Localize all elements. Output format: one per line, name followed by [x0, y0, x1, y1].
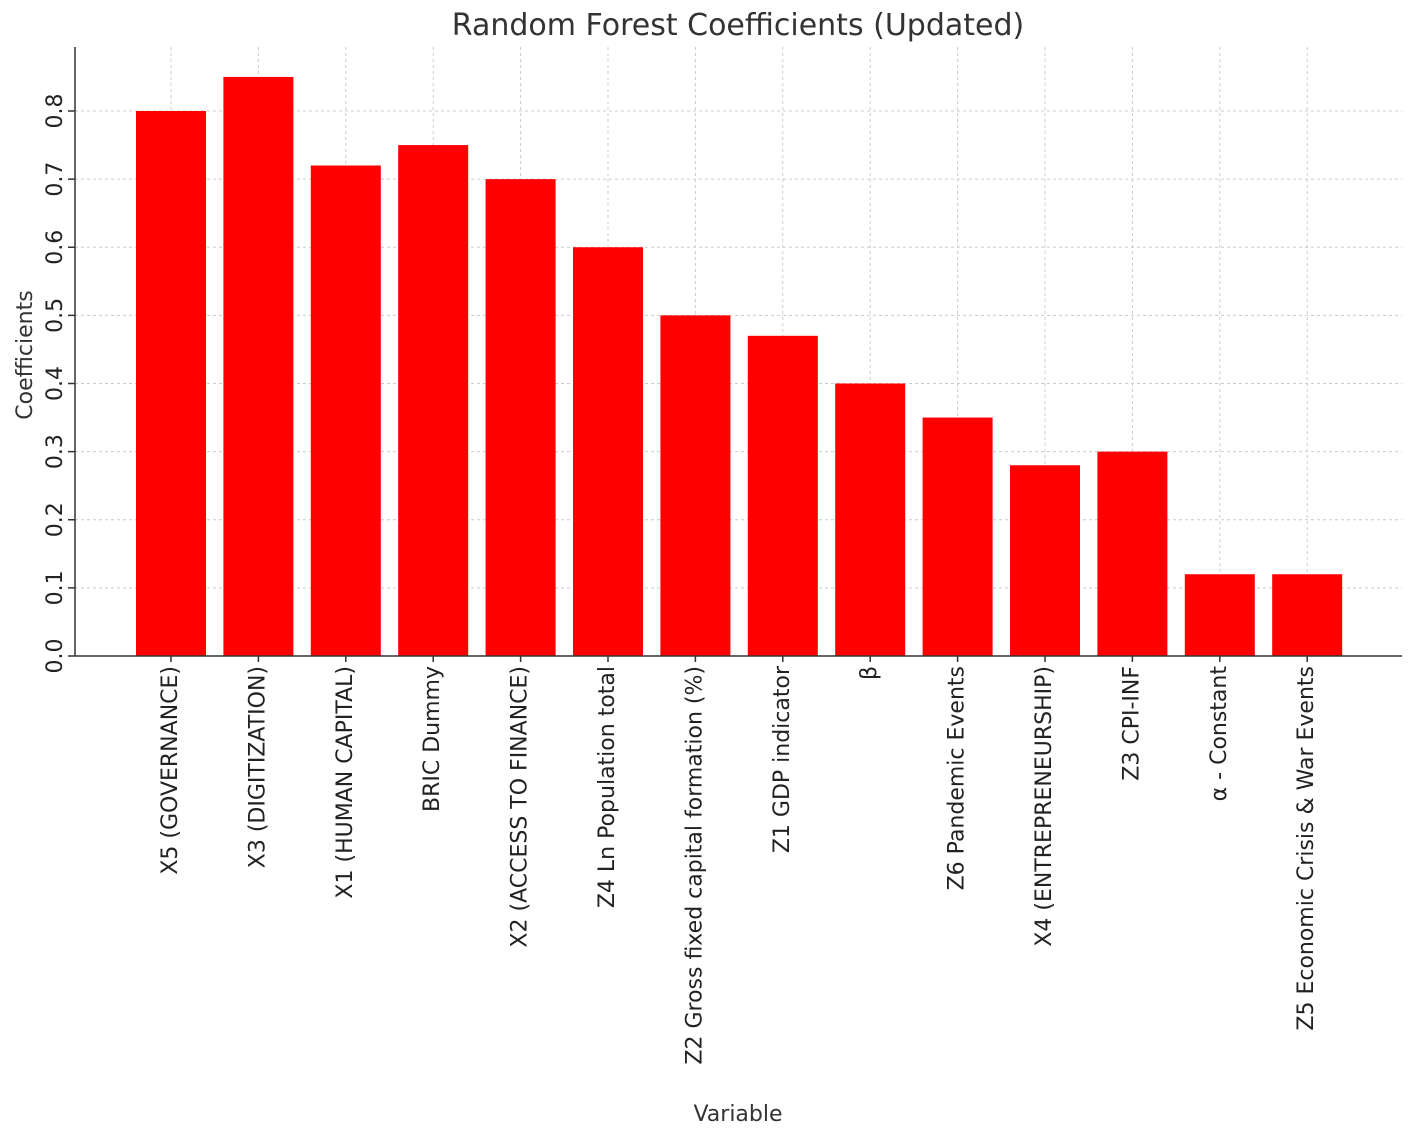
x-tick-label: X3 (DIGITIZATION) — [245, 666, 270, 868]
bars — [136, 76, 1343, 656]
y-tick-label: 0.1 — [43, 570, 68, 605]
x-tick-label: Z2 Gross fixed capital formation (%) — [682, 666, 707, 1065]
bar — [1010, 465, 1080, 656]
x-axis-label: Variable — [693, 1102, 782, 1127]
x-tick-label: β — [857, 666, 882, 680]
x-tick-label: Z4 Ln Population total — [595, 666, 620, 908]
bar — [573, 247, 643, 656]
x-tick-label: Z1 GDP indicator — [770, 665, 795, 853]
x-tick-label: BRIC Dummy — [420, 666, 445, 812]
bar — [223, 76, 294, 656]
bar — [398, 145, 469, 656]
y-tick-label: 0.0 — [43, 639, 68, 674]
x-tick-label: X1 (HUMAN CAPITAL) — [333, 666, 358, 899]
bar — [1272, 574, 1343, 656]
bar — [660, 315, 731, 656]
x-tick-label: X5 (GOVERNANCE) — [158, 666, 183, 875]
y-tick-label: 0.7 — [43, 162, 68, 197]
x-tick-label: X4 (ENTREPRENEURSHIP) — [1032, 666, 1057, 947]
y-tick-label: 0.8 — [43, 94, 68, 129]
chart-title: Random Forest Coefficients (Updated) — [452, 8, 1024, 43]
x-tick-label: α - Constant — [1207, 666, 1232, 802]
bar — [485, 179, 556, 656]
x-tick-label: Z6 Pandemic Events — [945, 666, 970, 890]
x-tick-labels: X5 (GOVERNANCE) X3 (DIGITIZATION) X1 (HUMA… — [158, 665, 1319, 1065]
y-tick-label: 0.6 — [43, 230, 68, 265]
y-tick-label: 0.4 — [43, 366, 68, 401]
y-tick-label: 0.2 — [43, 502, 68, 537]
bar — [136, 111, 206, 656]
x-tick-label: X2 (ACCESS TO FINANCE) — [508, 666, 533, 948]
y-tick-label: 0.3 — [43, 434, 68, 469]
x-tick-label: Z5 Economic Crisis & War Events — [1294, 666, 1319, 1031]
x-tick-label: Z3 CPI-INF — [1119, 666, 1144, 781]
y-axis-label: Coefficients — [13, 290, 38, 419]
y-tick-label: 0.5 — [43, 298, 68, 333]
grid-lines — [75, 47, 1402, 656]
axes — [68, 47, 1402, 662]
bar — [835, 383, 906, 656]
bar — [1184, 574, 1255, 656]
y-tick-labels: 0.0 0.1 0.2 0.3 0.4 0.5 0.6 0.7 0.8 — [43, 94, 68, 674]
bar — [747, 335, 818, 656]
bar — [1097, 451, 1168, 656]
bar — [922, 417, 993, 656]
bar — [310, 165, 381, 656]
